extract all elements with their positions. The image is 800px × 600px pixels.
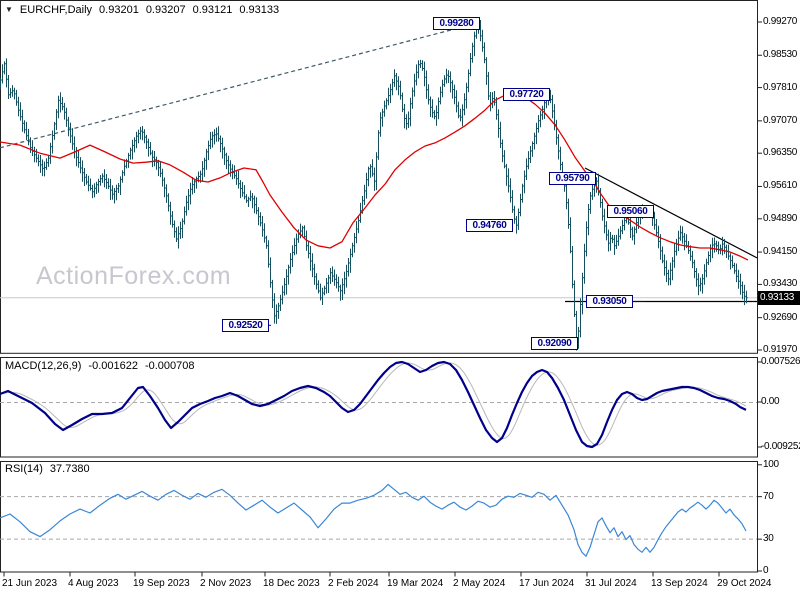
rsi-line: [0, 483, 747, 557]
date-label: 29 Oct 2024: [717, 578, 772, 589]
price-axis-label: 0.99270: [763, 16, 798, 27]
macd-axis-label: -0.009252: [761, 441, 800, 452]
rsi-axis-label: 100: [763, 458, 779, 470]
price-annotation: 0.99280: [433, 17, 480, 30]
date-label: 13 Sep 2024: [651, 578, 708, 589]
price-axis-label: 0.93430: [763, 278, 798, 290]
date-label: 18 Dec 2023: [263, 578, 320, 589]
rsi-name-label: RSI(14): [5, 463, 43, 475]
watermark: ActionForex.com: [36, 262, 232, 290]
date-label: 17 Jun 2024: [519, 578, 575, 589]
price-annotation: 0.94760: [466, 219, 513, 232]
macd-main-value: -0.001622: [88, 360, 138, 372]
macd-axis-label: 0.00: [761, 396, 780, 407]
date-label: 21 Jun 2023: [2, 578, 58, 589]
macd-main-line: [0, 360, 747, 449]
price-axis-label: 0.92690: [763, 311, 798, 323]
rising-dashed: [0, 22, 479, 149]
price-axis-label: 0.95610: [763, 180, 798, 192]
date-label: 2 May 2024: [453, 578, 506, 589]
price-annotation: 0.92090: [531, 337, 578, 350]
symbol-timeframe-label: EURCHF,Daily: [19, 4, 93, 16]
price-axis-label: 0.94150: [763, 246, 798, 258]
price-annotation: 0.95060: [607, 205, 654, 218]
date-label: 4 Aug 2023: [68, 578, 119, 589]
price-axis-label: 0.94890: [763, 212, 798, 224]
date-label: 19 Mar 2024: [387, 578, 444, 589]
price-axis-label: 0.91970: [763, 343, 798, 355]
price-axis-label: 0.98530: [763, 49, 798, 61]
macd-header: MACD(12,26,9) -0.001622 -0.000708: [5, 360, 202, 372]
falling-solid: [584, 167, 758, 259]
panel-frame: [0, 357, 758, 458]
price-axis-label: 0.97810: [763, 81, 798, 93]
date-label: 2 Feb 2024: [328, 578, 379, 589]
rsi-axis-label: 30: [763, 533, 774, 545]
date-label: 31 Jul 2024: [585, 578, 637, 589]
macd-signal-value: -0.000708: [144, 360, 195, 372]
rsi-axis-label: 70: [763, 490, 774, 502]
macd-signal-line: [0, 362, 747, 446]
close-value: 0.93133: [239, 4, 280, 16]
panel-frame: [0, 461, 758, 573]
price-annotation: 0.92520: [222, 319, 269, 332]
price-annotation: 0.93050: [586, 295, 633, 308]
macd-axis-label: 0.007526: [761, 355, 800, 367]
moving-average-line: [0, 92, 749, 261]
price-annotation: 0.97720: [503, 88, 550, 101]
date-label: 2 Nov 2023: [200, 578, 252, 589]
price-axis-label: 0.96350: [763, 147, 798, 159]
current-price-badge: 0.93133: [758, 291, 800, 305]
price-axis-label: 0.97070: [763, 114, 798, 126]
ohlc-bars: [0, 20, 748, 351]
rsi-axis-label: 0: [763, 565, 769, 576]
open-value: 0.93201: [99, 4, 139, 16]
price-annotation: 0.95790: [549, 172, 596, 185]
high-value: 0.93207: [145, 4, 186, 16]
rsi-value: 37.7380: [49, 463, 90, 475]
panel-frame: [0, 0, 758, 354]
rsi-header: RSI(14) 37.7380: [5, 463, 97, 475]
low-value: 0.93121: [192, 4, 233, 16]
chevron-down-icon: ▼: [5, 5, 13, 14]
date-label: 19 Sep 2023: [133, 578, 190, 589]
main-chart-header: ▼ EURCHF,Daily 0.93201 0.93207 0.93121 0.9313…: [5, 4, 286, 16]
macd-name-label: MACD(12,26,9): [5, 360, 82, 372]
